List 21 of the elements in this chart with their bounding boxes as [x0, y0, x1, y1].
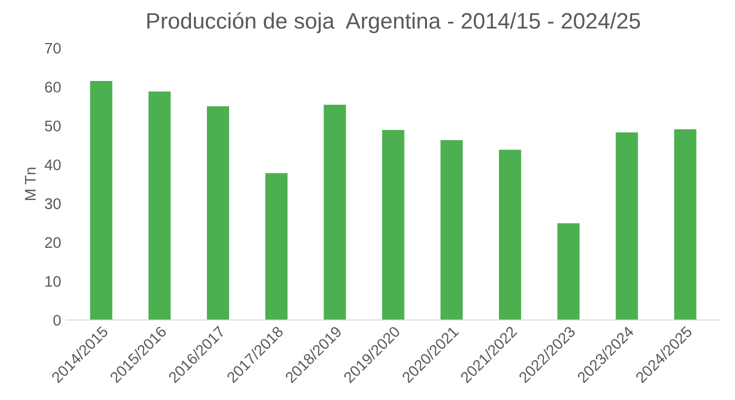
y-tick-label: 60	[45, 82, 61, 93]
bar	[440, 140, 463, 320]
bar	[382, 130, 404, 320]
y-tick-label: 10	[45, 276, 61, 287]
y-tick-label: 50	[44, 120, 61, 132]
bar	[557, 223, 580, 320]
y-tick-label: 20	[45, 237, 61, 248]
bar	[148, 92, 171, 320]
bar	[616, 132, 638, 320]
bar	[324, 104, 346, 320]
bar	[674, 129, 696, 320]
y-tick-label: 30	[44, 198, 61, 210]
bar	[498, 150, 522, 320]
y-tick-label: 70	[45, 42, 61, 54]
bar	[90, 81, 112, 320]
chart-title: Producción de soja Argentina - 2014/15 - 2024/25	[147, 12, 640, 34]
y-tick-label: 0	[53, 314, 61, 326]
y-axis-title: M Tn	[25, 168, 36, 200]
bar	[206, 106, 230, 320]
bar	[265, 173, 288, 320]
y-tick-label: 40	[44, 159, 61, 170]
